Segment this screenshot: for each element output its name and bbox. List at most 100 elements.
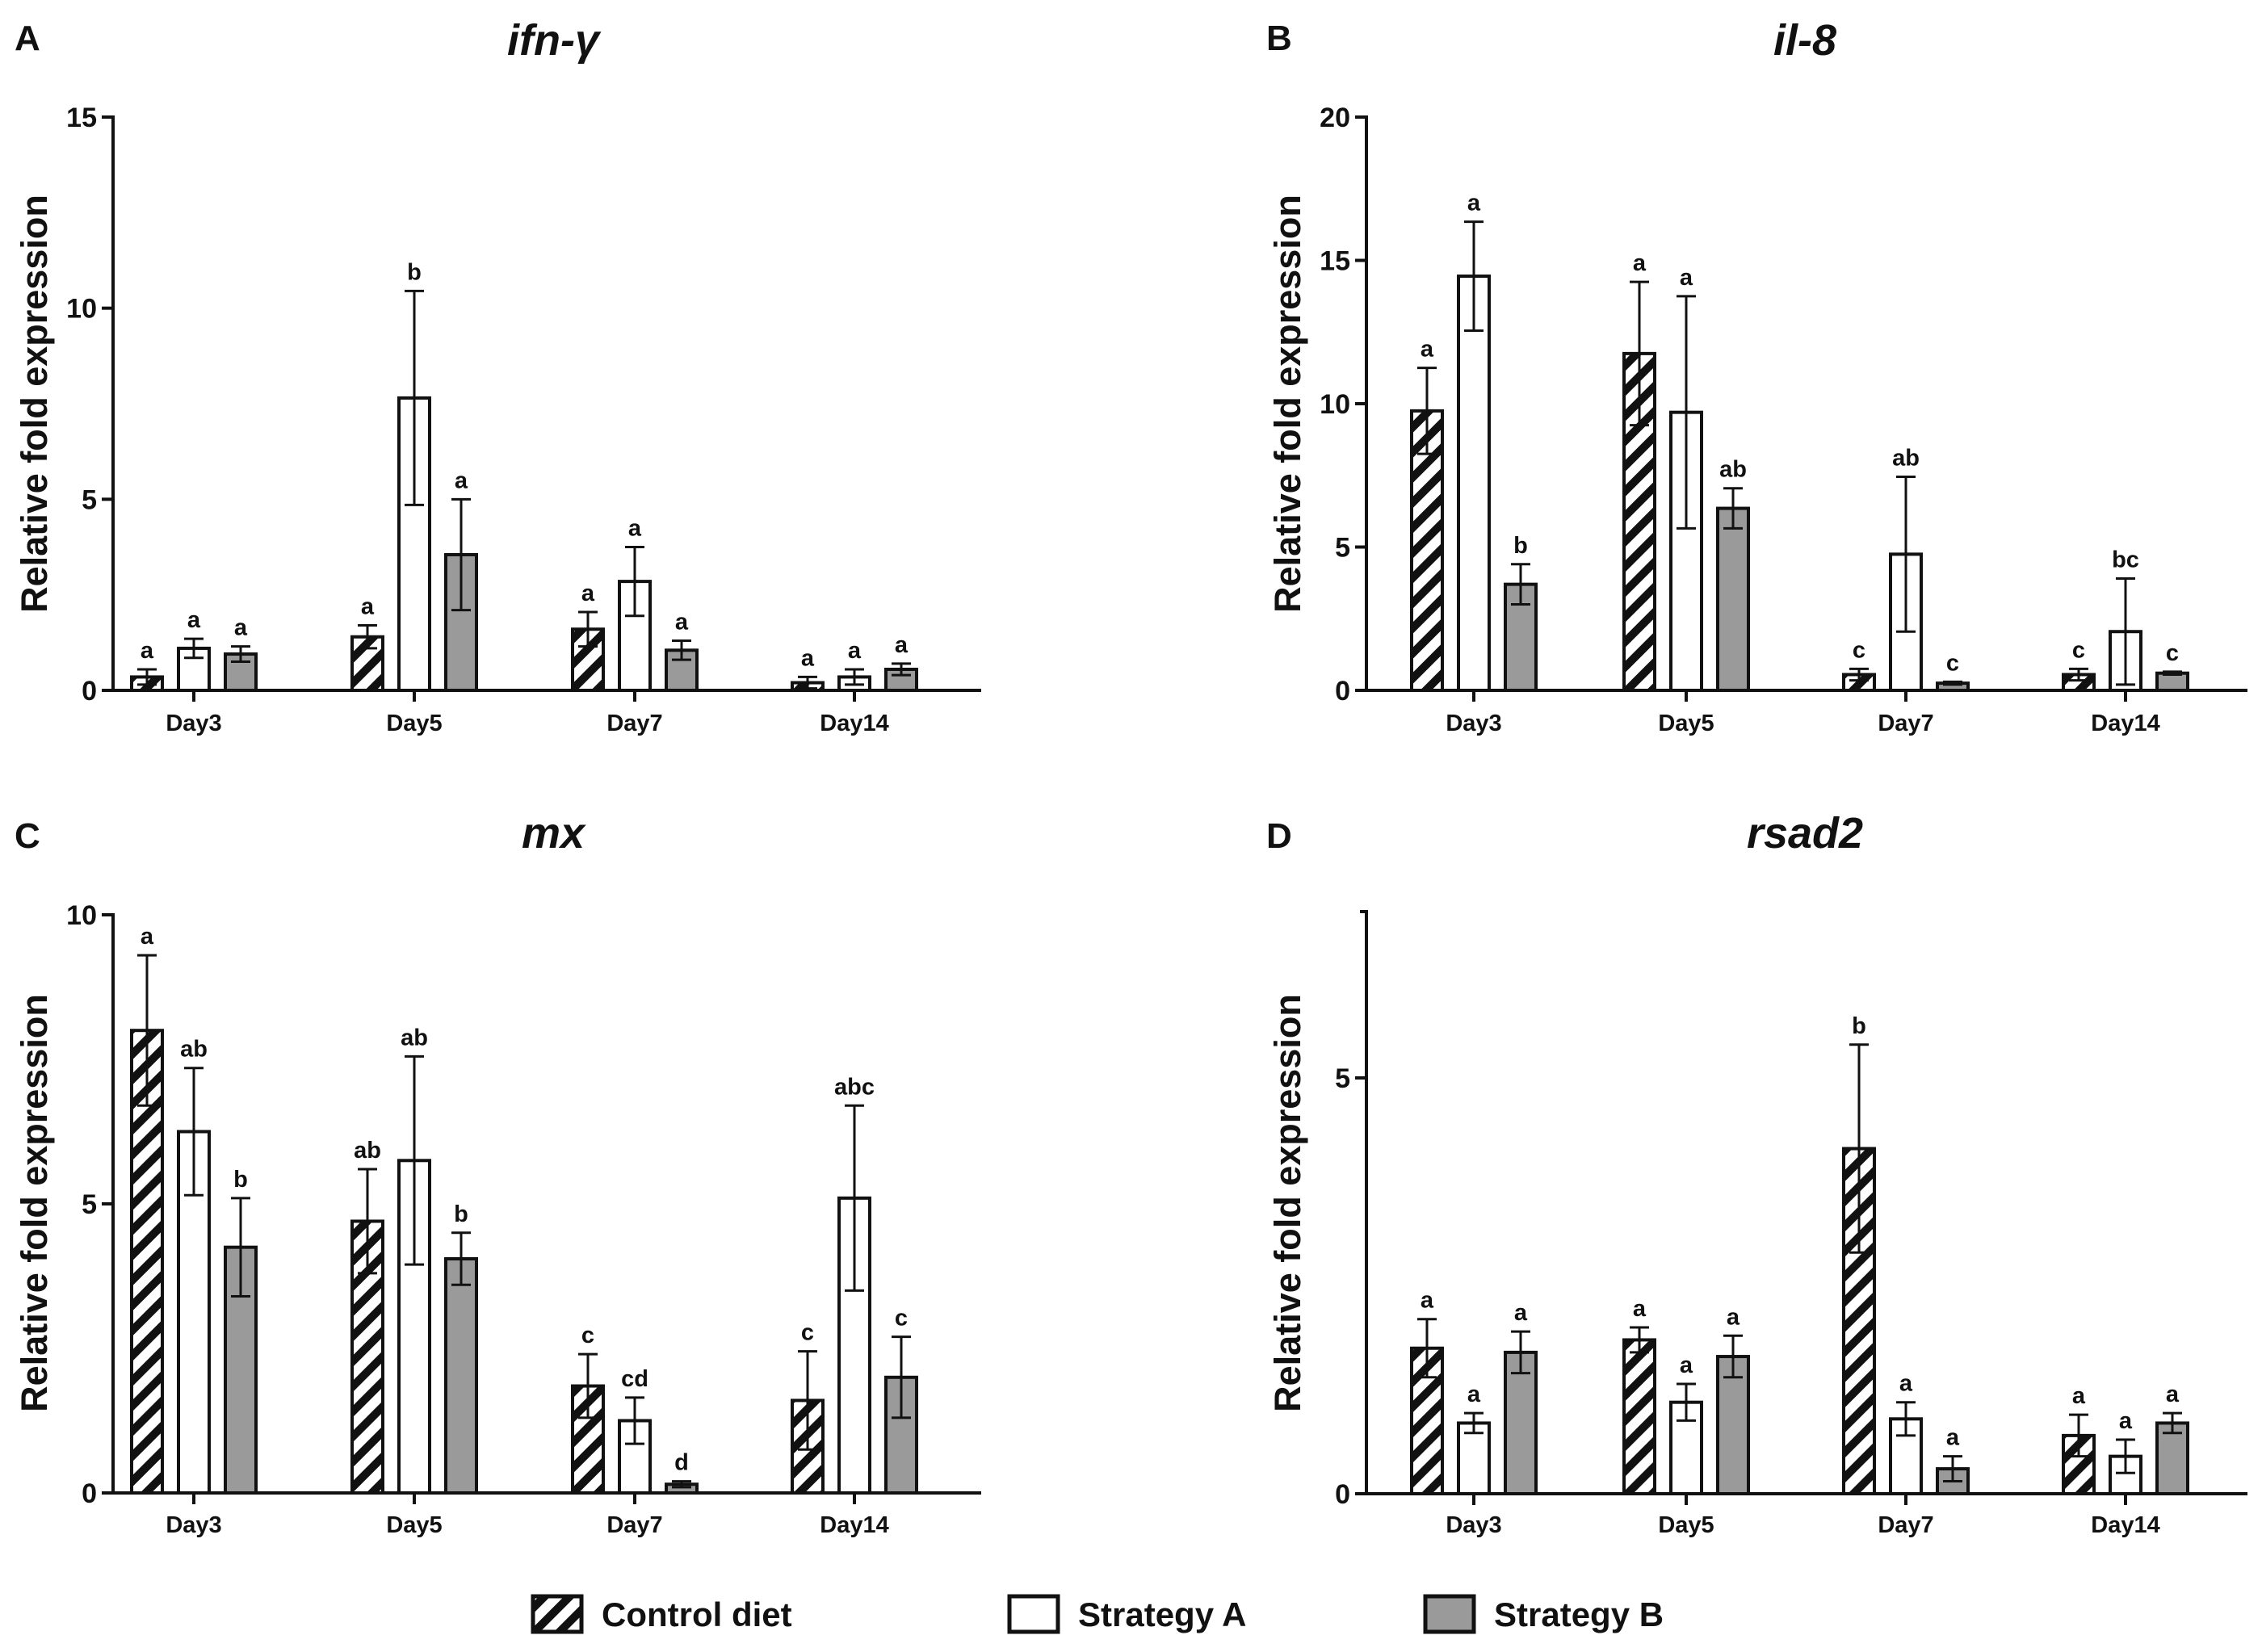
error-bar <box>845 1104 864 1292</box>
significance-label: cd <box>621 1366 648 1392</box>
error-bar <box>1723 1334 1743 1379</box>
x-tick-label: Day14 <box>2091 1512 2159 1538</box>
error-bar <box>1677 1382 1696 1422</box>
error-bar <box>1896 476 1916 633</box>
y-tick-label: 0 <box>82 676 97 707</box>
error-bar <box>1896 1401 1916 1437</box>
significance-label: a <box>141 924 154 950</box>
x-tick-label: Day14 <box>2091 711 2159 736</box>
significance-label: c <box>1853 637 1865 663</box>
x-tick-label: Day7 <box>606 711 662 736</box>
y-tick-label: 5 <box>82 484 97 515</box>
error-bar <box>231 645 250 663</box>
bar <box>1457 275 1491 692</box>
significance-label: b <box>1513 533 1528 559</box>
legend-item: Strategy A <box>1007 1594 1247 1634</box>
y-tick-label: 15 <box>66 103 97 133</box>
y-axis-label: Relative fold expression <box>14 195 55 613</box>
significance-label: ab <box>401 1025 428 1050</box>
panel-title: mx <box>522 809 586 857</box>
error-bar <box>2116 1438 2135 1474</box>
error-bar <box>892 662 911 677</box>
x-tick-label: Day5 <box>1658 711 1714 736</box>
error-bar <box>1849 1043 1869 1254</box>
significance-label: b <box>407 259 422 285</box>
x-tick-label: Day3 <box>1446 1512 1501 1538</box>
y-axis-label: Relative fold expression <box>1267 994 1308 1412</box>
error-bar <box>451 497 471 612</box>
error-bar <box>451 1231 471 1286</box>
panel-letter: A <box>15 19 40 58</box>
x-tick-label: Day14 <box>820 1512 888 1538</box>
x-tick-label: Day7 <box>1878 711 1933 736</box>
x-tick-label: Day3 <box>166 1512 221 1538</box>
significance-label: a <box>1727 1304 1740 1330</box>
error-bar <box>1943 680 1962 686</box>
panel-title: ifn-γ <box>507 16 602 65</box>
legend-label: Strategy B <box>1494 1595 1664 1633</box>
y-tick-label: 10 <box>1320 389 1350 420</box>
error-bar <box>184 637 204 660</box>
y-tick-label: 0 <box>1335 676 1350 707</box>
significance-label: a <box>1680 265 1693 291</box>
significance-label: a <box>1421 337 1434 363</box>
x-tick-label: Day3 <box>1446 711 1501 736</box>
significance-label: b <box>233 1167 248 1193</box>
significance-label: a <box>187 607 201 633</box>
significance-label: a <box>801 645 815 671</box>
error-bar <box>1723 487 1743 530</box>
y-tick-label: 20 <box>1320 103 1350 133</box>
error-bar <box>798 675 817 690</box>
significance-label: a <box>1899 1371 1913 1397</box>
error-bar <box>578 1352 598 1419</box>
error-bar <box>1943 1455 1962 1483</box>
error-bar <box>1630 1326 1649 1354</box>
error-bar <box>1417 367 1437 455</box>
error-bar <box>231 1197 250 1298</box>
significance-label: c <box>2166 640 2179 666</box>
error-bar <box>2163 670 2182 676</box>
legend: Control diet Strategy A Strategy B <box>531 1594 1664 1634</box>
legend-label: Strategy A <box>1078 1595 1247 1633</box>
significance-label: a <box>1633 1296 1647 1322</box>
y-tick-label: 5 <box>82 1189 97 1220</box>
legend-item: Control diet <box>531 1594 792 1634</box>
bar <box>350 635 384 693</box>
bar <box>1716 506 1750 693</box>
legend-swatch <box>1007 1594 1060 1634</box>
legend-label: Control diet <box>602 1595 792 1633</box>
significance-label: c <box>1946 650 1959 676</box>
x-tick-label: Day14 <box>820 711 888 736</box>
significance-label: ab <box>1719 457 1747 483</box>
significance-label: a <box>2119 1408 2133 1434</box>
error-bar <box>625 1396 644 1445</box>
x-tick-label: Day7 <box>606 1512 662 1538</box>
significance-label: ab <box>354 1138 381 1164</box>
significance-label: c <box>581 1323 594 1348</box>
significance-label: b <box>454 1201 468 1227</box>
significance-label: a <box>1467 1382 1481 1407</box>
x-tick-label: Day3 <box>166 711 221 736</box>
y-axis-label: Relative fold expression <box>14 994 55 1412</box>
panel-title: rsad2 <box>1747 809 1863 857</box>
error-bar <box>2163 1411 2182 1435</box>
panel-letter: B <box>1266 19 1292 58</box>
y-axis-label: Relative fold expression <box>1267 195 1308 613</box>
bar <box>1622 1338 1656 1495</box>
y-tick-label: 0 <box>1335 1479 1350 1510</box>
significance-label: b <box>1852 1013 1866 1039</box>
significance-label: a <box>675 609 689 635</box>
significance-label: abc <box>834 1074 875 1100</box>
significance-label: c <box>895 1306 908 1331</box>
error-bar <box>2069 667 2088 682</box>
x-tick-label: Day5 <box>386 711 442 736</box>
x-tick-label: Day5 <box>386 1512 442 1538</box>
significance-label: a <box>141 638 154 664</box>
error-bar <box>672 1480 691 1489</box>
